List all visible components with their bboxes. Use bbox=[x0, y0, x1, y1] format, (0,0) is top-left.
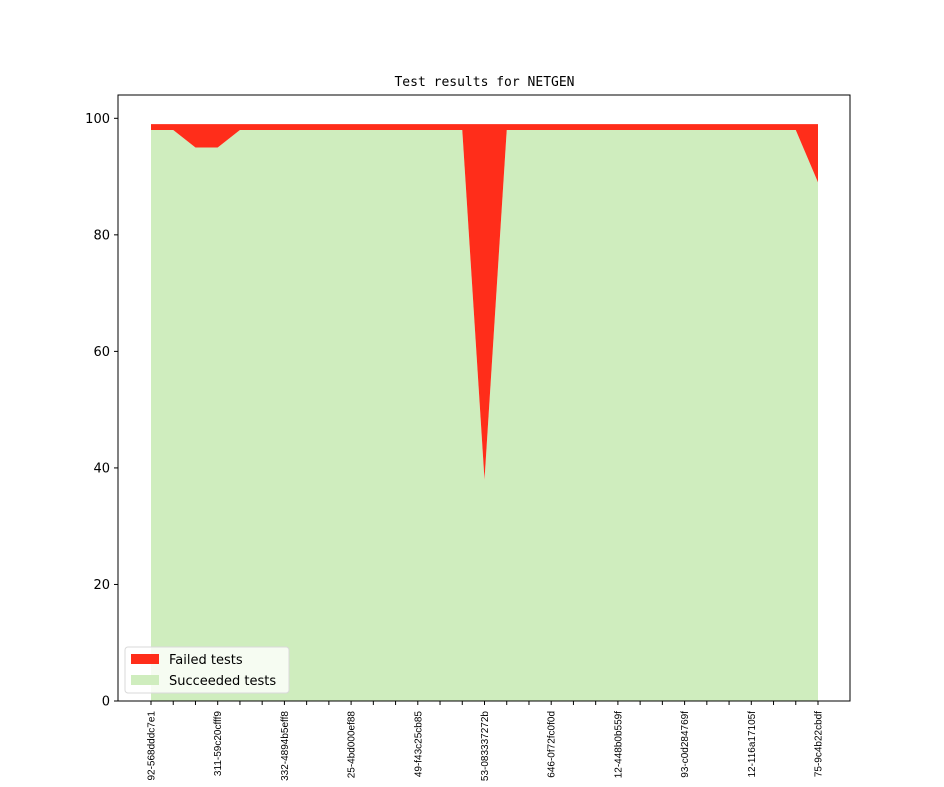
legend-label-succeeded: Succeeded tests bbox=[169, 674, 276, 689]
x-tick-label: 92-568dddc7e1 bbox=[147, 711, 158, 781]
x-tick-label: 12-116a17105f bbox=[747, 711, 758, 778]
x-axis: 92-568dddc7e1 311-59c20cfff9 332-4894b5eff… bbox=[147, 701, 825, 781]
legend-box bbox=[124, 646, 290, 694]
y-tick-label: 40 bbox=[93, 461, 110, 476]
y-tick-label: 0 bbox=[102, 695, 110, 710]
x-tick-label: 25-4bd000ef88 bbox=[347, 711, 358, 779]
x-tick-label: 646-0f72fc0f0d bbox=[547, 711, 558, 778]
x-tick-label: 53-083337272b bbox=[480, 711, 491, 782]
x-tick-label: 311-59c20cfff9 bbox=[213, 711, 224, 776]
y-tick-label: 60 bbox=[93, 345, 110, 360]
y-tick-label: 80 bbox=[93, 228, 110, 243]
y-tick-label: 20 bbox=[93, 578, 110, 593]
area-succeeded-tests bbox=[151, 129, 818, 701]
y-axis: 0 20 40 60 80 100 bbox=[85, 112, 118, 710]
x-tick-label: 332-4894b5eff8 bbox=[280, 711, 291, 781]
legend-swatch-succeeded bbox=[131, 675, 159, 685]
legend-swatch-failed bbox=[131, 654, 159, 664]
y-tick-label: 100 bbox=[85, 112, 110, 127]
legend: Failed tests Succeeded tests bbox=[124, 646, 290, 694]
legend-label-failed: Failed tests bbox=[169, 653, 243, 668]
plot-areas bbox=[151, 124, 818, 701]
area-failed-tests bbox=[151, 124, 818, 480]
x-tick-label: 75-9c4b22cbdf bbox=[814, 711, 825, 777]
chart-title: Test results for NETGEN bbox=[394, 75, 574, 90]
x-tick-label: 93-c0d284769f bbox=[680, 711, 691, 778]
x-tick-label: 49-f43c25cb85 bbox=[413, 711, 424, 778]
x-tick-label: 12-448b0b559f bbox=[613, 711, 624, 779]
